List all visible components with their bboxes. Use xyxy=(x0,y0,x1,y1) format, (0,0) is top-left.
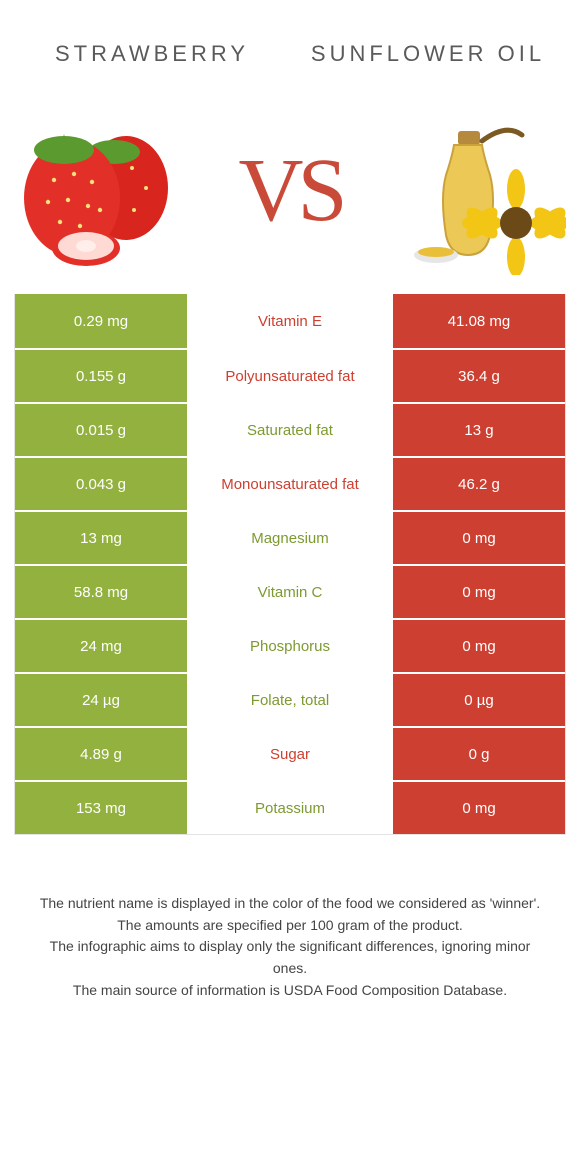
nutrient-name: Polyunsaturated fat xyxy=(187,350,393,402)
value-right: 0 mg xyxy=(393,566,565,618)
value-left: 0.043 g xyxy=(15,458,187,510)
value-left: 58.8 mg xyxy=(15,566,187,618)
table-row: 58.8 mgVitamin C0 mg xyxy=(15,564,565,618)
value-left: 24 µg xyxy=(15,674,187,726)
value-left: 0.29 mg xyxy=(15,294,187,348)
value-right: 13 g xyxy=(393,404,565,456)
value-right: 0 µg xyxy=(393,674,565,726)
value-right: 0 mg xyxy=(393,512,565,564)
strawberry-image xyxy=(14,105,184,275)
hero-row: VS xyxy=(14,94,566,294)
title-left: Strawberry xyxy=(14,41,290,67)
table-row: 24 µgFolate, total0 µg xyxy=(15,672,565,726)
value-right: 46.2 g xyxy=(393,458,565,510)
footer-notes: The nutrient name is displayed in the co… xyxy=(14,835,566,1001)
vs-text: VS xyxy=(220,139,360,242)
table-row: 153 mgPotassium0 mg xyxy=(15,780,565,834)
footer-line: The main source of information is USDA F… xyxy=(38,980,542,1002)
infographic-container: Strawberry Sunflower oil xyxy=(0,0,580,1001)
table-row: 0.29 mgVitamin E41.08 mg xyxy=(15,294,565,348)
table-row: 13 mgMagnesium0 mg xyxy=(15,510,565,564)
value-left: 13 mg xyxy=(15,512,187,564)
footer-line: The nutrient name is displayed in the co… xyxy=(38,893,542,915)
title-right: Sunflower oil xyxy=(290,40,566,68)
title-row: Strawberry Sunflower oil xyxy=(14,14,566,94)
nutrient-name: Folate, total xyxy=(187,674,393,726)
nutrient-name: Potassium xyxy=(187,782,393,834)
value-left: 153 mg xyxy=(15,782,187,834)
value-left: 0.155 g xyxy=(15,350,187,402)
value-right: 41.08 mg xyxy=(393,294,565,348)
nutrient-name: Phosphorus xyxy=(187,620,393,672)
nutrient-table: 0.29 mgVitamin E41.08 mg0.155 gPolyunsat… xyxy=(14,294,566,835)
nutrient-name: Vitamin E xyxy=(187,294,393,348)
value-left: 4.89 g xyxy=(15,728,187,780)
value-right: 0 mg xyxy=(393,782,565,834)
table-row: 0.015 gSaturated fat13 g xyxy=(15,402,565,456)
nutrient-name: Monounsaturated fat xyxy=(187,458,393,510)
value-left: 0.015 g xyxy=(15,404,187,456)
table-row: 4.89 gSugar0 g xyxy=(15,726,565,780)
value-right: 0 mg xyxy=(393,620,565,672)
nutrient-name: Vitamin C xyxy=(187,566,393,618)
nutrient-name: Saturated fat xyxy=(187,404,393,456)
footer-line: The infographic aims to display only the… xyxy=(38,936,542,979)
nutrient-name: Sugar xyxy=(187,728,393,780)
nutrient-name: Magnesium xyxy=(187,512,393,564)
value-left: 24 mg xyxy=(15,620,187,672)
value-right: 0 g xyxy=(393,728,565,780)
value-right: 36.4 g xyxy=(393,350,565,402)
footer-line: The amounts are specified per 100 gram o… xyxy=(38,915,542,937)
table-row: 24 mgPhosphorus0 mg xyxy=(15,618,565,672)
table-row: 0.043 gMonounsaturated fat46.2 g xyxy=(15,456,565,510)
table-row: 0.155 gPolyunsaturated fat36.4 g xyxy=(15,348,565,402)
sunflower-oil-image xyxy=(396,105,566,275)
